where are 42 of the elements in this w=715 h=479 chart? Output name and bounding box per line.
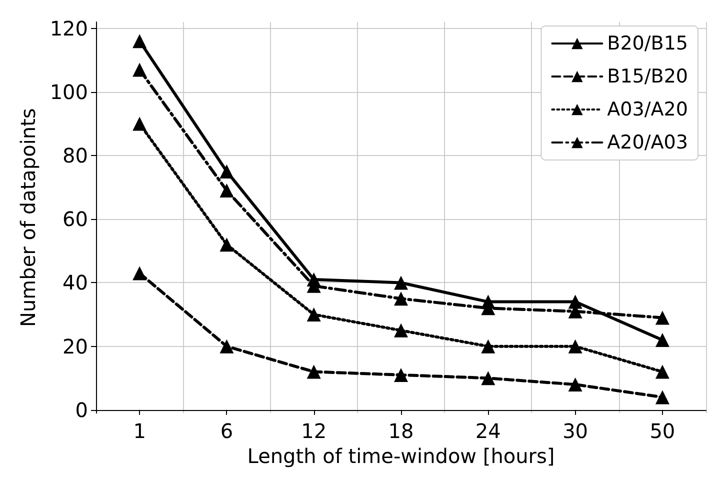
y-tick-label: 120 [50, 16, 88, 40]
legend-label: A20/A03 [607, 132, 688, 154]
x-tick-label: 24 [475, 419, 501, 444]
point [481, 339, 496, 354]
point [220, 339, 234, 354]
y-tick-label: 40 [62, 270, 88, 295]
y-axis-title: Number of datapoints [16, 108, 40, 327]
x-tick-label: 30 [562, 419, 588, 444]
x-tick-label: 50 [650, 419, 676, 444]
x-tick-label: 18 [388, 419, 414, 444]
point [220, 164, 234, 178]
x-tick-label: 1 [133, 419, 146, 444]
point [220, 184, 234, 198]
y-tick-label: 80 [62, 144, 88, 168]
point [306, 308, 321, 322]
point [655, 390, 670, 404]
point [220, 238, 234, 252]
y-tick-label: 60 [62, 207, 88, 232]
point [132, 266, 147, 280]
point [132, 116, 147, 131]
y-tick-label: 0 [75, 398, 88, 422]
point [568, 339, 582, 354]
point [568, 377, 582, 392]
point [132, 62, 147, 77]
legend-label: B15/B20 [607, 66, 688, 88]
x-axis-title: Length of time-window [hours] [247, 444, 555, 468]
point [394, 276, 408, 290]
point [306, 364, 321, 379]
point [481, 371, 496, 386]
point [655, 310, 670, 325]
point [655, 364, 670, 379]
x-tick-label: 6 [220, 419, 234, 444]
point [394, 323, 408, 338]
x-tick-label: 12 [301, 419, 327, 444]
point [132, 34, 147, 48]
y-tick-label: 20 [62, 334, 88, 358]
legend-label: B20/B15 [607, 32, 688, 54]
legend-label: A03/A20 [607, 98, 688, 120]
point [394, 292, 408, 306]
y-tick-label: 100 [50, 80, 88, 104]
point [655, 332, 670, 347]
point [394, 368, 408, 382]
